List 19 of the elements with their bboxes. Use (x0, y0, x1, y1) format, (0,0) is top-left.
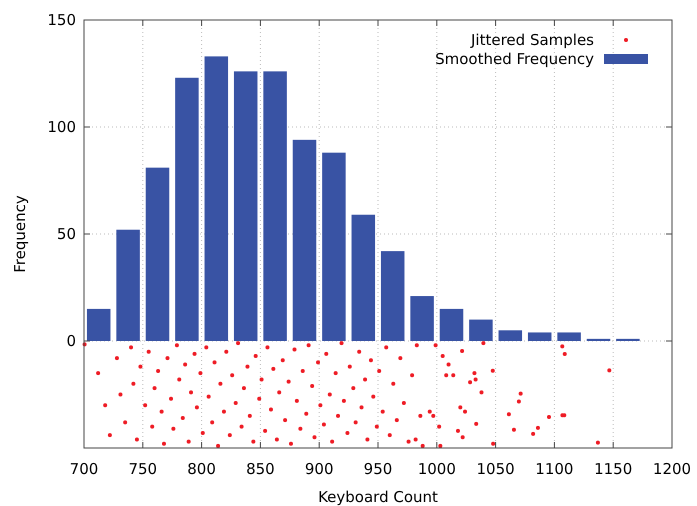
x-tick-label: 850 (246, 460, 275, 478)
x-tick-label: 900 (304, 460, 334, 478)
x-tick-label: 800 (187, 460, 216, 478)
x-tick-label: 1100 (535, 460, 574, 478)
x-tick-label: 700 (70, 460, 98, 478)
x-tick-label: 950 (364, 460, 392, 478)
y-tick-label: 50 (56, 225, 76, 243)
x-tick-label: 1200 (652, 460, 692, 478)
x-tick-label: 1000 (418, 460, 456, 478)
legend-label: Jittered Samples (470, 31, 594, 49)
y-tick-label: 0 (66, 332, 76, 350)
y-tick-label: 150 (47, 11, 76, 29)
y-tick-label: 100 (47, 118, 76, 136)
x-tick-label: 750 (128, 460, 158, 478)
x-tick-label: 1150 (594, 460, 632, 478)
legend-label: Smoothed Frequency (435, 50, 594, 68)
y-axis-title: Frequency (11, 195, 29, 273)
x-tick-label: 1050 (476, 460, 515, 478)
x-axis-title: Keyboard Count (318, 488, 438, 506)
